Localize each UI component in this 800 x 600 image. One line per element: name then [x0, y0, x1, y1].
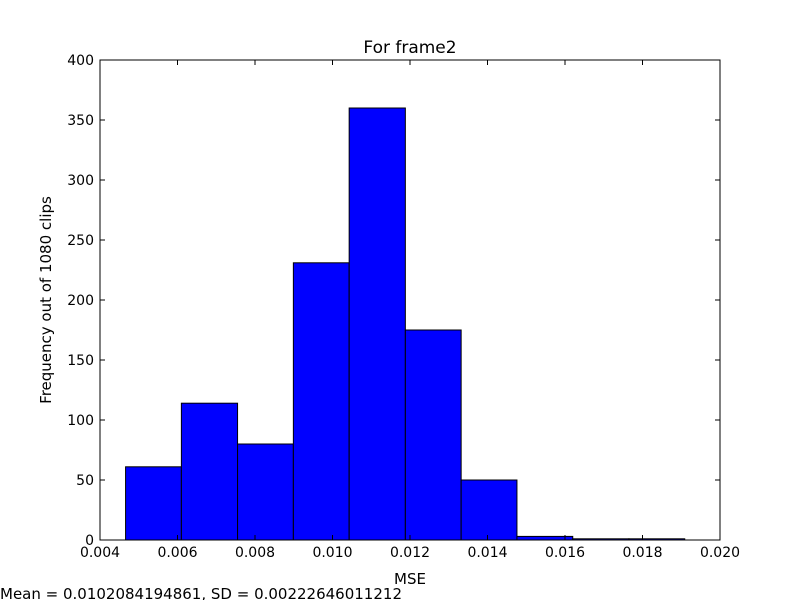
y-tick-label: 350	[67, 113, 94, 129]
x-tick-label: 0.018	[622, 545, 662, 561]
x-tick-label: 0.012	[390, 545, 430, 561]
x-ticks-group: 0.004 0.006 0.008 0.010 0.012 0.014 0.016 0.018…	[80, 60, 740, 561]
histogram-bar-8	[516, 535, 574, 541]
y-tick-label: 250	[67, 233, 94, 249]
histogram-bar-1	[125, 466, 182, 541]
chart-title: For frame2	[363, 38, 456, 58]
x-tick-label: 0.014	[467, 545, 507, 561]
histogram-bar-7	[460, 479, 518, 541]
stats-footer: Mean = 0.0102084194861, SD = 0.002226460…	[0, 585, 402, 600]
y-tick-label: 400	[67, 53, 94, 69]
bars-group	[125, 107, 686, 541]
y-ticks-group: 0 50 100 150 200 250 300 350 400	[67, 53, 720, 549]
x-tick-label: 0.020	[700, 545, 740, 561]
x-tick-label: 0.006	[157, 545, 197, 561]
histogram-bar-2	[180, 402, 239, 541]
histogram-bar-4	[292, 262, 350, 541]
x-tick-label: 0.010	[312, 545, 352, 561]
y-axis-label: Frequency out of 1080 clips	[37, 196, 55, 404]
y-tick-label: 100	[67, 413, 94, 429]
y-tick-label: 150	[67, 353, 94, 369]
x-tick-label: 0.016	[545, 545, 585, 561]
x-tick-label: 0.008	[235, 545, 275, 561]
x-axis-label: MSE	[394, 570, 426, 588]
y-tick-label: 50	[76, 473, 94, 489]
y-tick-label: 300	[67, 173, 94, 189]
x-tick-label: 0.004	[80, 545, 120, 561]
histogram-bar-5	[348, 107, 406, 541]
y-tick-label: 200	[67, 293, 94, 309]
histogram-bar-3	[237, 443, 294, 541]
y-tick-label: 0	[85, 533, 94, 549]
histogram-bar-6	[404, 329, 462, 541]
